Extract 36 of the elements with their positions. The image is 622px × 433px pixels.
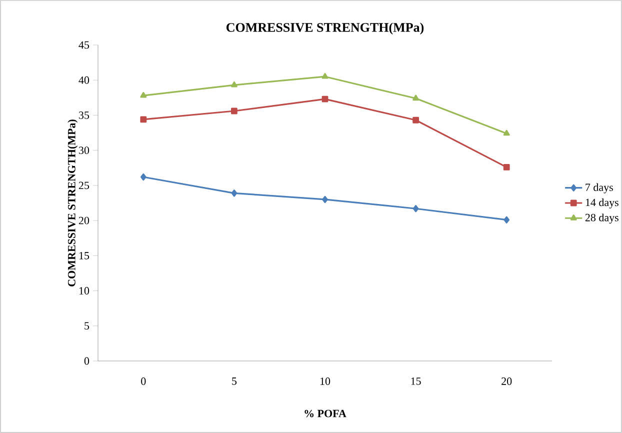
point	[140, 92, 147, 98]
point	[322, 96, 328, 102]
legend-label: 7 days	[586, 183, 613, 194]
point	[504, 216, 510, 224]
y-axis-title: COMRESSIVE STRENGTH(MPa)	[68, 120, 78, 286]
point	[231, 190, 238, 197]
point	[412, 205, 419, 212]
x-axis-title: % POFA	[304, 410, 346, 418]
point	[322, 196, 328, 204]
x-tick-label: 20	[502, 378, 512, 385]
legend-label: 14 days	[586, 198, 618, 208]
y-tick-label: 25	[78, 182, 90, 190]
y-tick-label: 15	[79, 252, 90, 260]
point	[412, 116, 419, 124]
y-tick-label: 35	[79, 112, 90, 119]
x-tick-label: 5	[232, 378, 237, 385]
point	[322, 72, 328, 79]
legend-label: 28 days	[585, 214, 618, 224]
y-tick-label: 20	[78, 216, 90, 224]
y-tick-label: 5	[84, 322, 90, 330]
point	[140, 173, 146, 181]
y-tick-label: 40	[78, 76, 90, 84]
point	[503, 130, 510, 136]
y-tick-label: 0	[84, 357, 90, 365]
x-tick-label: 15	[411, 378, 421, 385]
point	[231, 108, 238, 114]
point	[503, 164, 510, 170]
y-tick-label: 30	[79, 146, 90, 154]
y-tick-label: 10	[79, 287, 90, 294]
point	[140, 116, 147, 123]
chart-title: COMRESSIVE STRENGTH(MPa)	[226, 22, 424, 34]
point	[412, 94, 420, 101]
x-tick-label: 10	[320, 378, 330, 385]
y-tick-label: 45	[78, 41, 90, 49]
x-tick-label: 0	[141, 378, 146, 385]
point	[230, 81, 238, 88]
